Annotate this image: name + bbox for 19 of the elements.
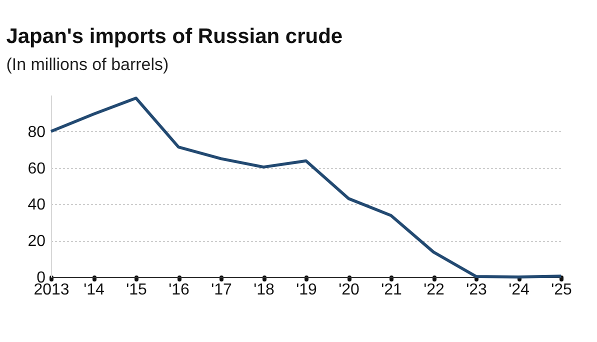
x-tick-label: '25 — [551, 282, 572, 298]
x-tick-label: '14 — [84, 282, 105, 298]
x-tick-label: '15 — [126, 282, 148, 298]
x-tick-label: '18 — [254, 282, 275, 298]
chart-title: Japan's imports of Russian crude — [6, 25, 343, 48]
chart-subtitle: (In millions of barrels) — [6, 55, 169, 74]
x-tick-label: '21 — [381, 282, 402, 298]
x-tick-label: '23 — [466, 282, 488, 298]
line-series — [50, 96, 562, 278]
x-tick-label: '24 — [508, 282, 530, 298]
x-tick-label: '19 — [296, 282, 318, 298]
x-tick-label: '17 — [211, 282, 232, 298]
y-tick-label: 60 — [28, 160, 46, 178]
x-tick-label: '20 — [338, 282, 360, 298]
y-tick-label: 20 — [28, 233, 46, 250]
x-tick-label: '16 — [168, 282, 190, 298]
y-tick-label: 80 — [28, 124, 46, 141]
y-tick-label: 40 — [28, 196, 46, 214]
x-tick-label: '22 — [424, 282, 445, 298]
